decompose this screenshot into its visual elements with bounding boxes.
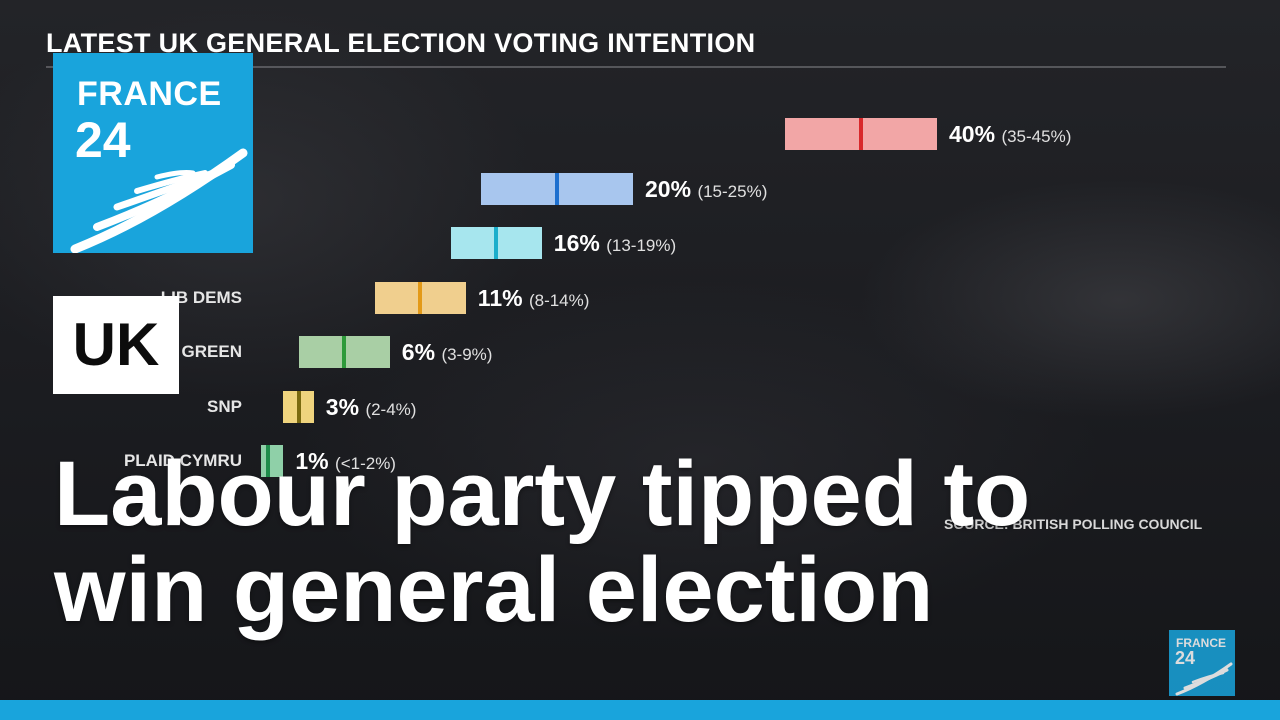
value-percent: 20% [645, 176, 698, 202]
estimate-marker [859, 118, 863, 150]
headline: Labour party tipped to win general elect… [54, 446, 1030, 638]
estimate-marker [266, 445, 271, 477]
party-label: PLAID CYMRU [123, 451, 242, 470]
party-label: LIB DEMS [160, 288, 242, 307]
value-percent: 11% [477, 285, 529, 311]
value-label: 16% (13-19%) [554, 227, 676, 263]
globe-swirl-icon [70, 148, 248, 253]
france24-corner-bug: FRANCE 24 [1169, 630, 1235, 696]
value-label: 11% (8-14%) [478, 282, 590, 318]
value-range: (<1-2%) [335, 454, 396, 473]
value-percent: 16% [553, 230, 607, 256]
value-percent: 3% [325, 394, 366, 420]
value-percent: 40% [949, 121, 1002, 147]
range-bar [481, 173, 633, 205]
value-label: 1% (<1-2%) [295, 445, 396, 481]
value-range: (15-25%) [697, 182, 768, 201]
range-bar [785, 118, 937, 150]
estimate-marker [555, 173, 559, 205]
france24-logo: FRANCE 24 [53, 53, 253, 253]
value-range: (13-19%) [606, 236, 677, 255]
range-bar [283, 391, 314, 423]
value-range: (3-9%) [441, 345, 493, 364]
value-range: (2-4%) [365, 400, 417, 419]
estimate-marker [296, 391, 301, 423]
value-percent: 1% [295, 448, 336, 474]
headline-line-1: Labour party tipped to [54, 443, 1031, 545]
bug-text-france: FRANCE [1176, 636, 1226, 650]
party-label: SNP [207, 397, 242, 416]
globe-swirl-icon [1175, 662, 1233, 696]
range-bar [450, 227, 542, 259]
logo-text-24: 24 [75, 112, 131, 168]
logo-text-france: FRANCE [77, 75, 222, 113]
estimate-marker [418, 282, 423, 314]
value-label: 20% (15-25%) [645, 173, 767, 209]
estimate-marker [494, 227, 499, 259]
value-label: 3% (2-4%) [326, 391, 417, 427]
bug-text-24: 24 [1175, 648, 1196, 668]
value-range: (35-45%) [1001, 127, 1072, 146]
estimate-marker [342, 336, 347, 368]
source-note: SOURCE: BRITISH POLLING COUNCIL [944, 516, 1203, 532]
value-label: 6% (3-9%) [402, 336, 493, 372]
headline-line-2: win general election [54, 539, 934, 641]
bottom-accent-bar [0, 700, 1280, 720]
range-bar [298, 336, 390, 368]
section-badge: UK [53, 296, 179, 394]
value-label: 40% (35-45%) [949, 118, 1071, 154]
value-range: (8-14%) [528, 291, 590, 310]
title-divider [46, 66, 1226, 68]
value-percent: 6% [401, 339, 442, 365]
party-label: GREEN [181, 342, 242, 361]
range-bar [260, 445, 284, 477]
range-bar [374, 282, 466, 314]
